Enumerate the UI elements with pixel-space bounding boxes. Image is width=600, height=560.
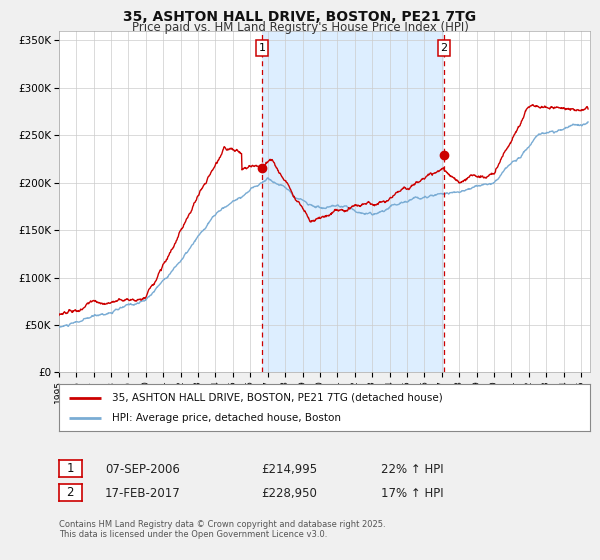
Text: Contains HM Land Registry data © Crown copyright and database right 2025.
This d: Contains HM Land Registry data © Crown c… [59, 520, 385, 539]
Text: 35, ASHTON HALL DRIVE, BOSTON, PE21 7TG: 35, ASHTON HALL DRIVE, BOSTON, PE21 7TG [124, 10, 476, 24]
Bar [262, 31, 444, 372]
Text: £214,995: £214,995 [261, 463, 317, 476]
Text: 1: 1 [67, 461, 74, 475]
Text: HPI: Average price, detached house, Boston: HPI: Average price, detached house, Bost… [112, 413, 341, 423]
Text: 1: 1 [259, 43, 265, 53]
Text: 35, ASHTON HALL DRIVE, BOSTON, PE21 7TG (detached house): 35, ASHTON HALL DRIVE, BOSTON, PE21 7TG … [112, 393, 443, 403]
Text: 2: 2 [67, 486, 74, 500]
Text: 17-FEB-2017: 17-FEB-2017 [105, 487, 181, 501]
Text: 22% ↑ HPI: 22% ↑ HPI [381, 463, 443, 476]
Text: 07-SEP-2006: 07-SEP-2006 [105, 463, 180, 476]
Text: Price paid vs. HM Land Registry's House Price Index (HPI): Price paid vs. HM Land Registry's House … [131, 21, 469, 34]
Text: 17% ↑ HPI: 17% ↑ HPI [381, 487, 443, 501]
Text: £228,950: £228,950 [261, 487, 317, 501]
Text: 2: 2 [440, 43, 448, 53]
